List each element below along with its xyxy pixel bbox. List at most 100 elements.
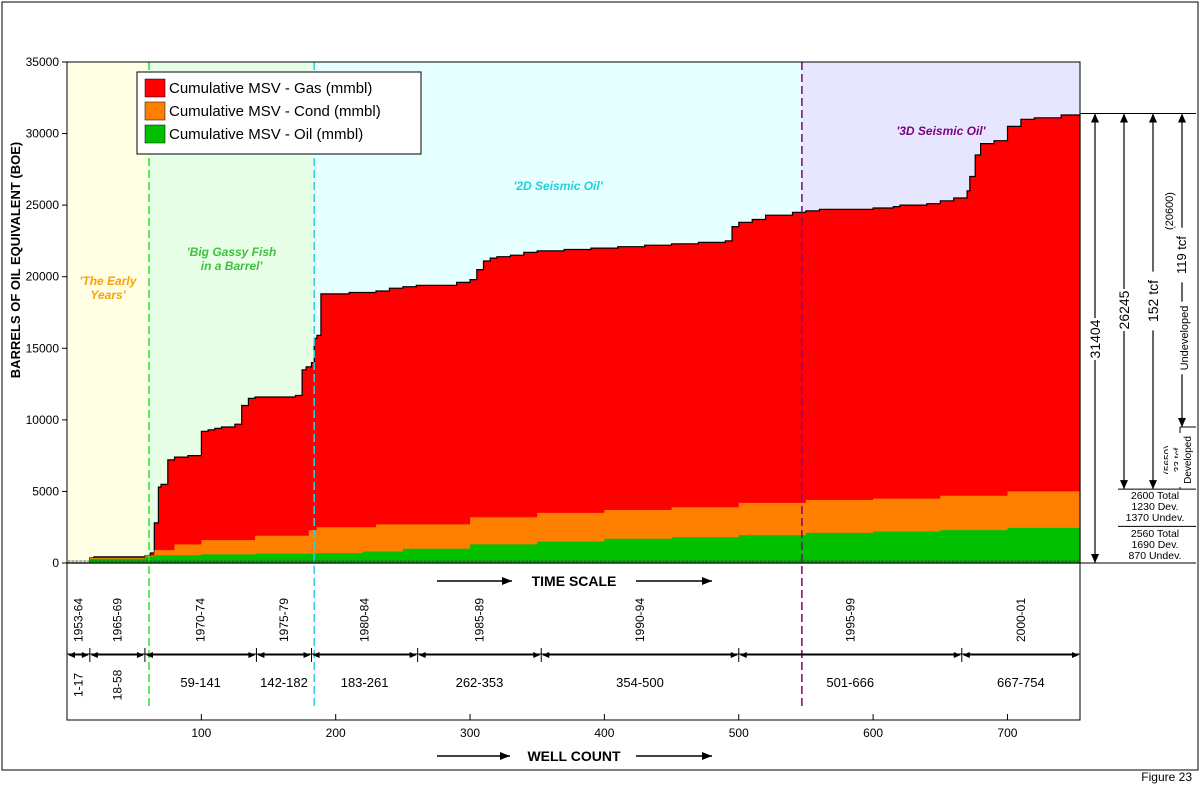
period-arrow-r-4	[409, 652, 417, 658]
period-years-7: 1995-99	[843, 598, 857, 642]
period-arrow-r-1	[136, 652, 144, 658]
era-label-1-0: 'Big Gassy Fish	[187, 245, 277, 259]
total-arrow-top	[1091, 113, 1099, 123]
era-label-0-1: Years'	[90, 288, 126, 302]
data-areas	[67, 113, 1081, 564]
period-wells-7: 501-666	[826, 675, 874, 690]
period-arrow-l-2	[145, 652, 153, 658]
period-years-4: 1980-84	[358, 598, 372, 642]
outer-frame	[1, 1, 1199, 771]
developed-label-bg	[1178, 433, 1194, 487]
x-tick-label-0: 100	[191, 726, 211, 740]
legend-label-0: Cumulative MSV - Gas (mmbl)	[169, 80, 372, 97]
period-years-5: 1985-89	[472, 598, 486, 642]
period-wells-3: 142-182	[260, 675, 308, 690]
period-wells-5: 262-353	[456, 675, 504, 690]
time-scale-label: TIME SCALE	[532, 573, 617, 589]
period-years-1: 1965-69	[110, 598, 124, 642]
period-arrow-l-6	[542, 652, 550, 658]
period-arrow-l-8	[962, 652, 970, 658]
period-arrow-r-5	[533, 652, 541, 658]
period-years-0: 1953-64	[71, 598, 85, 642]
total-label-bg	[1087, 318, 1103, 360]
series-area-2	[67, 526, 1080, 563]
legend-label-2: Cumulative MSV - Oil (mmbl)	[169, 126, 363, 143]
undev-arrow-top	[1178, 113, 1186, 123]
x-axis-label: WELL COUNT	[527, 748, 621, 764]
x-tick-label-2: 300	[460, 726, 480, 740]
period-years-8: 2000-01	[1014, 598, 1028, 642]
period-arrow-r-2	[248, 652, 256, 658]
gas-arrow-top	[1120, 113, 1128, 123]
y-axis-label: BARRELS OF OIL EQUIVALENT (BOE)	[8, 142, 23, 378]
total-arrow-bottom	[1091, 554, 1099, 563]
period-arrow-l-7	[739, 652, 747, 658]
period-arrow-l-3	[257, 652, 265, 658]
developed-label: Developed	[1183, 436, 1194, 484]
period-years-6: 1990-94	[633, 598, 647, 642]
y-tick-label-6: 30000	[26, 127, 60, 141]
legend-swatch-1	[144, 101, 166, 121]
y-tick-label-7: 35000	[26, 55, 60, 69]
time-arrow-left-head	[502, 577, 512, 585]
figure-label: Figure 23	[1141, 770, 1192, 784]
legend-box	[136, 71, 422, 155]
period-arrow-r-0	[81, 652, 89, 658]
right-annotations: 31404 26245 152 tcf (20600) 119 tcf Undevelop…	[1080, 112, 1196, 564]
tcf-arrow-top	[1149, 113, 1157, 123]
series-area-0	[67, 113, 1081, 564]
x-tick-label-6: 700	[997, 726, 1017, 740]
gas-tcf-label-bg	[1145, 271, 1161, 331]
period-wells-8: 667-754	[997, 675, 1045, 690]
era-label-2-0: '2D Seismic Oil'	[514, 179, 604, 193]
period-arrow-r-8	[1072, 652, 1079, 658]
period-wells-6: 354-500	[616, 675, 664, 690]
undev-arrow-bottom	[1178, 418, 1186, 428]
tcf-arrow-bottom	[1149, 480, 1157, 490]
legend: Cumulative MSV - Gas (mmbl) Cumulative MS…	[136, 71, 422, 155]
undeveloped-tcf-label-bg	[1173, 227, 1189, 283]
period-arrow-l-1	[90, 652, 98, 658]
y-tick-label-3: 15000	[26, 341, 60, 355]
era-label-1-1: in a Barrel'	[201, 259, 264, 273]
period-rows: 1953-64 1-17 1965-69 18-58 1970-74 59-141 1975…	[68, 598, 1079, 700]
gas-total-label: 26245	[1116, 290, 1132, 329]
undeveloped-tcf-label: 119 tcf	[1174, 236, 1189, 274]
y-tick-label-5: 25000	[26, 198, 60, 212]
era-label-3-0: '3D Seismic Oil'	[896, 124, 986, 138]
x-tick-label-5: 600	[863, 726, 883, 740]
undeveloped-boe-label: (20600)	[1164, 192, 1176, 230]
well-arrow-right-head	[702, 752, 712, 760]
oil-block-0: 2560 Total	[1131, 528, 1179, 540]
legend-label-1: Cumulative MSV - Cond (mmbl)	[169, 103, 381, 120]
cond-block-0: 2600 Total	[1131, 490, 1179, 502]
gas-tcf-label: 152 tcf	[1145, 280, 1161, 322]
period-years-3: 1975-79	[277, 598, 291, 642]
time-arrow-right-head	[702, 577, 712, 585]
period-wells-1: 18-58	[110, 669, 124, 700]
era-background-0	[67, 62, 149, 563]
legend-swatch-2	[144, 124, 166, 144]
x-tick-label-4: 500	[729, 726, 749, 740]
total-label: 31404	[1087, 319, 1103, 358]
gas-total-label-bg	[1116, 289, 1132, 331]
period-wells-4: 183-261	[341, 675, 389, 690]
legend-swatch-0	[144, 78, 166, 98]
period-arrow-r-3	[303, 652, 311, 658]
period-wells-2: 59-141	[180, 675, 220, 690]
period-arrow-r-6	[730, 652, 738, 658]
period-years-2: 1970-74	[194, 598, 208, 642]
y-tick-label-2: 10000	[26, 413, 60, 427]
period-arrow-l-5	[418, 652, 426, 658]
x-tick-label-3: 400	[594, 726, 614, 740]
oil-block-2: 870 Undev.	[1129, 550, 1182, 562]
cond-block-2: 1370 Undev.	[1126, 512, 1185, 524]
undeveloped-label: Undeveloped	[1179, 306, 1191, 371]
period-arrow-l-4	[312, 652, 320, 658]
lower-frame	[66, 562, 1081, 721]
y-tick-label-0: 0	[52, 556, 59, 570]
well-arrow-left-head	[500, 752, 510, 760]
